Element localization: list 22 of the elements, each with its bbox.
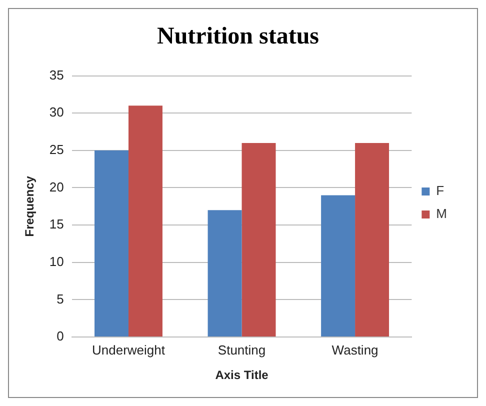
- x-axis-title: Axis Title: [215, 368, 269, 382]
- x-tick-label: Wasting: [332, 342, 378, 358]
- x-tick-label: Stunting: [218, 342, 266, 358]
- y-tick-label: 35: [49, 67, 64, 82]
- y-tick-label: 0: [56, 328, 64, 344]
- bar: [355, 142, 390, 336]
- legend-label: F: [436, 183, 444, 198]
- bar: [321, 195, 356, 336]
- y-axis-title: Frequency: [22, 176, 37, 237]
- bar: [128, 106, 162, 336]
- y-tick-label: 5: [56, 291, 64, 306]
- y-tick-label: 25: [49, 142, 64, 158]
- chart-title: Nutrition status: [156, 24, 320, 50]
- y-tick-label: 15: [49, 216, 64, 232]
- x-tick-label: Underweight: [92, 342, 166, 358]
- bar: [94, 150, 128, 336]
- bar: [242, 142, 276, 336]
- legend-label: M: [436, 206, 448, 222]
- y-tick-label: 20: [49, 179, 64, 194]
- bar: [208, 210, 242, 336]
- y-tick-label: 30: [49, 104, 64, 120]
- y-tick-label: 10: [49, 254, 64, 269]
